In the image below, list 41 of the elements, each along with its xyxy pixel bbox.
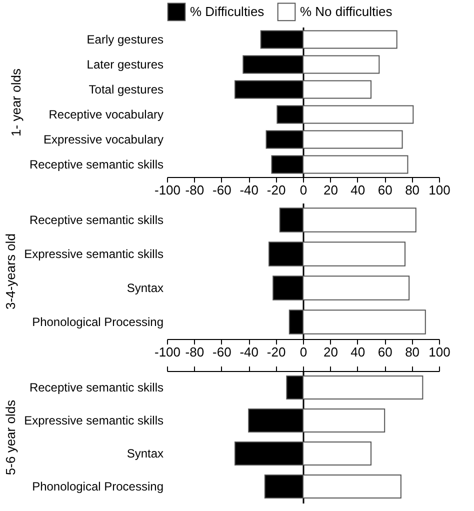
y-tick-label: Receptive semantic skills — [29, 158, 164, 172]
x-tick-label: 100 — [428, 344, 450, 360]
y-axis-title: 3-4-years old — [3, 234, 18, 310]
y-tick-label: Receptive vocabulary — [48, 108, 164, 122]
y-tick-label: Receptive semantic skills — [29, 380, 164, 394]
x-tick-label: 80 — [405, 182, 420, 198]
y-tick-label: Total gestures — [88, 82, 164, 96]
x-tick-label: 80 — [405, 344, 420, 360]
y-axis-title: 1- year olds — [8, 68, 24, 136]
y-tick-label: Later gestures — [86, 58, 164, 72]
y-tick-label: Phonological Processing — [32, 480, 164, 494]
x-tick-label: -20 — [266, 182, 286, 198]
x-tick-label: 20 — [323, 344, 338, 360]
x-tick-label: -20 — [266, 344, 286, 360]
legend-label: % Difficulties — [190, 4, 265, 19]
y-tick-label: Syntax — [126, 446, 164, 460]
x-tick-label: 40 — [350, 344, 366, 360]
x-tick-label: 20 — [323, 182, 338, 198]
y-tick-label: Expressive vocabulary — [43, 132, 164, 146]
x-tick-label: -60 — [212, 182, 232, 198]
y-tick-label: Expressive semantic skills — [24, 247, 164, 261]
x-tick-label: 60 — [378, 182, 392, 198]
x-tick-label: 0 — [300, 344, 308, 360]
y-tick-label: Expressive semantic skills — [24, 414, 164, 428]
x-tick-label: -100 — [154, 344, 181, 360]
x-tick-label: 60 — [378, 344, 392, 360]
y-tick-label: Phonological Processing — [32, 315, 164, 329]
x-tick-label: 0 — [300, 182, 308, 198]
x-tick-label: 100 — [428, 182, 450, 198]
x-tick-label: -80 — [185, 344, 204, 360]
x-tick-label: -60 — [212, 344, 232, 360]
y-tick-label: Early gestures — [86, 32, 164, 46]
y-tick-label: Receptive semantic skills — [29, 213, 164, 227]
x-tick-label: -100 — [154, 182, 181, 198]
x-tick-label: 40 — [350, 182, 366, 198]
legend-label: % No difficulties — [300, 4, 393, 19]
y-axis-title: 5-6 year olds — [3, 399, 18, 476]
x-tick-label: -80 — [185, 182, 204, 198]
x-tick-label: -40 — [240, 344, 258, 360]
x-tick-label: -40 — [240, 182, 258, 198]
y-tick-label: Syntax — [126, 281, 164, 295]
